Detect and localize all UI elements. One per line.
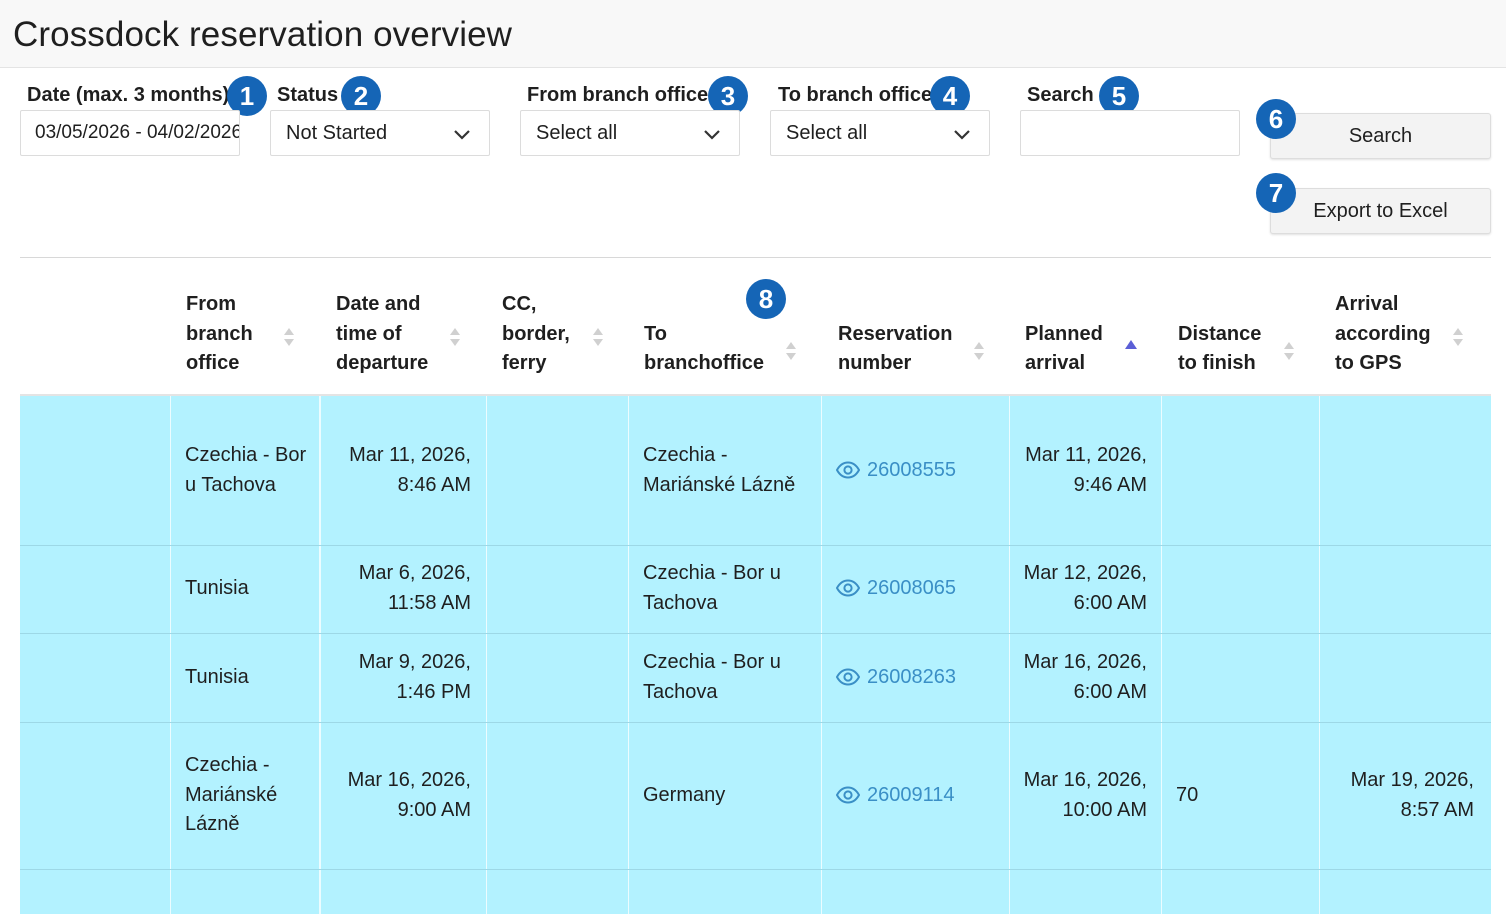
to-branch-cell: Germany: [643, 784, 726, 806]
chevron-down-icon: [454, 130, 470, 140]
search-filter-label: Search: [1027, 84, 1094, 106]
search-button[interactable]: Search: [1270, 113, 1491, 159]
gps-arrival-cell: Mar 19, 2026, 8:57 AM: [1350, 769, 1474, 821]
column-divider: [319, 396, 321, 914]
departure-cell: Mar 11, 2026, 8:46 AM: [349, 444, 471, 496]
column-divider: [628, 396, 629, 914]
column-header-arrival-gps[interactable]: Arrival according to GPS: [1335, 293, 1431, 374]
row-divider: [20, 633, 1491, 634]
planned-arrival-cell: Mar 11, 2026, 9:46 AM: [1025, 444, 1147, 496]
chevron-down-icon: [954, 130, 970, 140]
column-header-reservation-number[interactable]: Reservation number: [838, 322, 953, 375]
column-divider: [170, 396, 171, 914]
status-filter-label: Status: [277, 84, 339, 106]
column-divider: [1161, 396, 1162, 914]
column-divider: [486, 396, 487, 914]
planned-arrival-cell: Mar 16, 2026, 10:00 AM: [1023, 769, 1147, 821]
sort-ascending-icon[interactable]: [1125, 335, 1137, 359]
status-select[interactable]: Not Started: [270, 110, 490, 156]
row-divider: [20, 545, 1491, 546]
column-divider: [1009, 396, 1010, 914]
from-branch-filter-label: From branch office: [527, 84, 709, 106]
column-header-departure[interactable]: Date and time of departure: [336, 293, 429, 374]
planned-arrival-cell: Mar 16, 2026, 6:00 AM: [1023, 651, 1147, 703]
to-branch-filter-label: To branch office: [778, 84, 933, 106]
eye-icon: [836, 786, 860, 804]
from-branch-cell: Czechia - Bor u Tachova: [185, 444, 307, 496]
from-branch-select[interactable]: Select all: [520, 110, 740, 156]
export-to-excel-button[interactable]: Export to Excel: [1270, 188, 1491, 234]
eye-icon: [836, 579, 860, 597]
badge-2: 2: [341, 76, 381, 116]
from-branch-cell: Tunisia: [185, 666, 249, 688]
column-divider: [1319, 396, 1320, 914]
badge-7: 7: [1256, 173, 1296, 213]
page-header: Crossdock reservation overview: [0, 0, 1506, 68]
column-header-from-branch[interactable]: From branch office: [186, 293, 253, 374]
planned-arrival-cell: Mar 12, 2026, 6:00 AM: [1023, 562, 1147, 614]
badge-4: 4: [930, 76, 970, 116]
departure-cell: Mar 9, 2026, 1:46 PM: [358, 651, 471, 703]
date-range-value: 03/05/2026 - 04/02/2026: [35, 122, 240, 143]
badge-1: 1: [227, 76, 267, 116]
from-branch-select-value: Select all: [536, 122, 618, 144]
column-header-planned-arrival[interactable]: Planned arrival: [1025, 322, 1103, 375]
to-branch-select[interactable]: Select all: [770, 110, 990, 156]
eye-icon: [836, 668, 860, 686]
chevron-down-icon: [704, 130, 720, 140]
column-header-distance-to-finish[interactable]: Distance to finish: [1178, 322, 1262, 375]
date-range-input[interactable]: 03/05/2026 - 04/02/2026: [20, 110, 240, 156]
distance-cell: 70: [1176, 784, 1199, 806]
sort-arrows-icon[interactable]: [283, 325, 295, 349]
table-body: [20, 396, 1491, 914]
sort-arrows-icon[interactable]: [592, 325, 604, 349]
sort-arrows-icon[interactable]: [1283, 339, 1295, 363]
column-header-cc-border-ferry[interactable]: CC, border, ferry: [502, 293, 570, 374]
sort-arrows-icon[interactable]: [1452, 325, 1464, 349]
eye-icon: [836, 461, 860, 479]
sort-arrows-icon[interactable]: [785, 339, 797, 363]
badge-8: 8: [746, 279, 786, 319]
from-branch-cell: Czechia - Mariánské Lázně: [185, 754, 278, 835]
divider: [20, 257, 1491, 258]
badge-3: 3: [708, 76, 748, 116]
departure-cell: Mar 6, 2026, 11:58 AM: [358, 562, 471, 614]
date-filter-label: Date (max. 3 months): [27, 84, 230, 106]
column-divider: [821, 396, 822, 914]
to-branch-select-value: Select all: [786, 122, 868, 144]
sort-arrows-icon[interactable]: [449, 325, 461, 349]
search-input[interactable]: [1020, 110, 1240, 156]
sort-arrows-icon[interactable]: [973, 339, 985, 363]
to-branch-cell: Czechia - Bor u Tachova: [643, 651, 781, 703]
status-select-value: Not Started: [286, 122, 388, 144]
column-header-to-branchoffice[interactable]: To branchoffice: [644, 322, 765, 375]
to-branch-cell: Czechia - Mariánské Lázně: [643, 444, 796, 496]
page-title: Crossdock reservation overview: [13, 15, 513, 54]
row-divider: [20, 722, 1491, 723]
table-header-divider: [20, 394, 1491, 396]
departure-cell: Mar 16, 2026, 9:00 AM: [347, 769, 471, 821]
badge-6: 6: [1256, 99, 1296, 139]
from-branch-cell: Tunisia: [185, 577, 249, 599]
to-branch-cell: Czechia - Bor u Tachova: [643, 562, 781, 614]
badge-5: 5: [1099, 76, 1139, 116]
row-divider: [20, 869, 1491, 870]
